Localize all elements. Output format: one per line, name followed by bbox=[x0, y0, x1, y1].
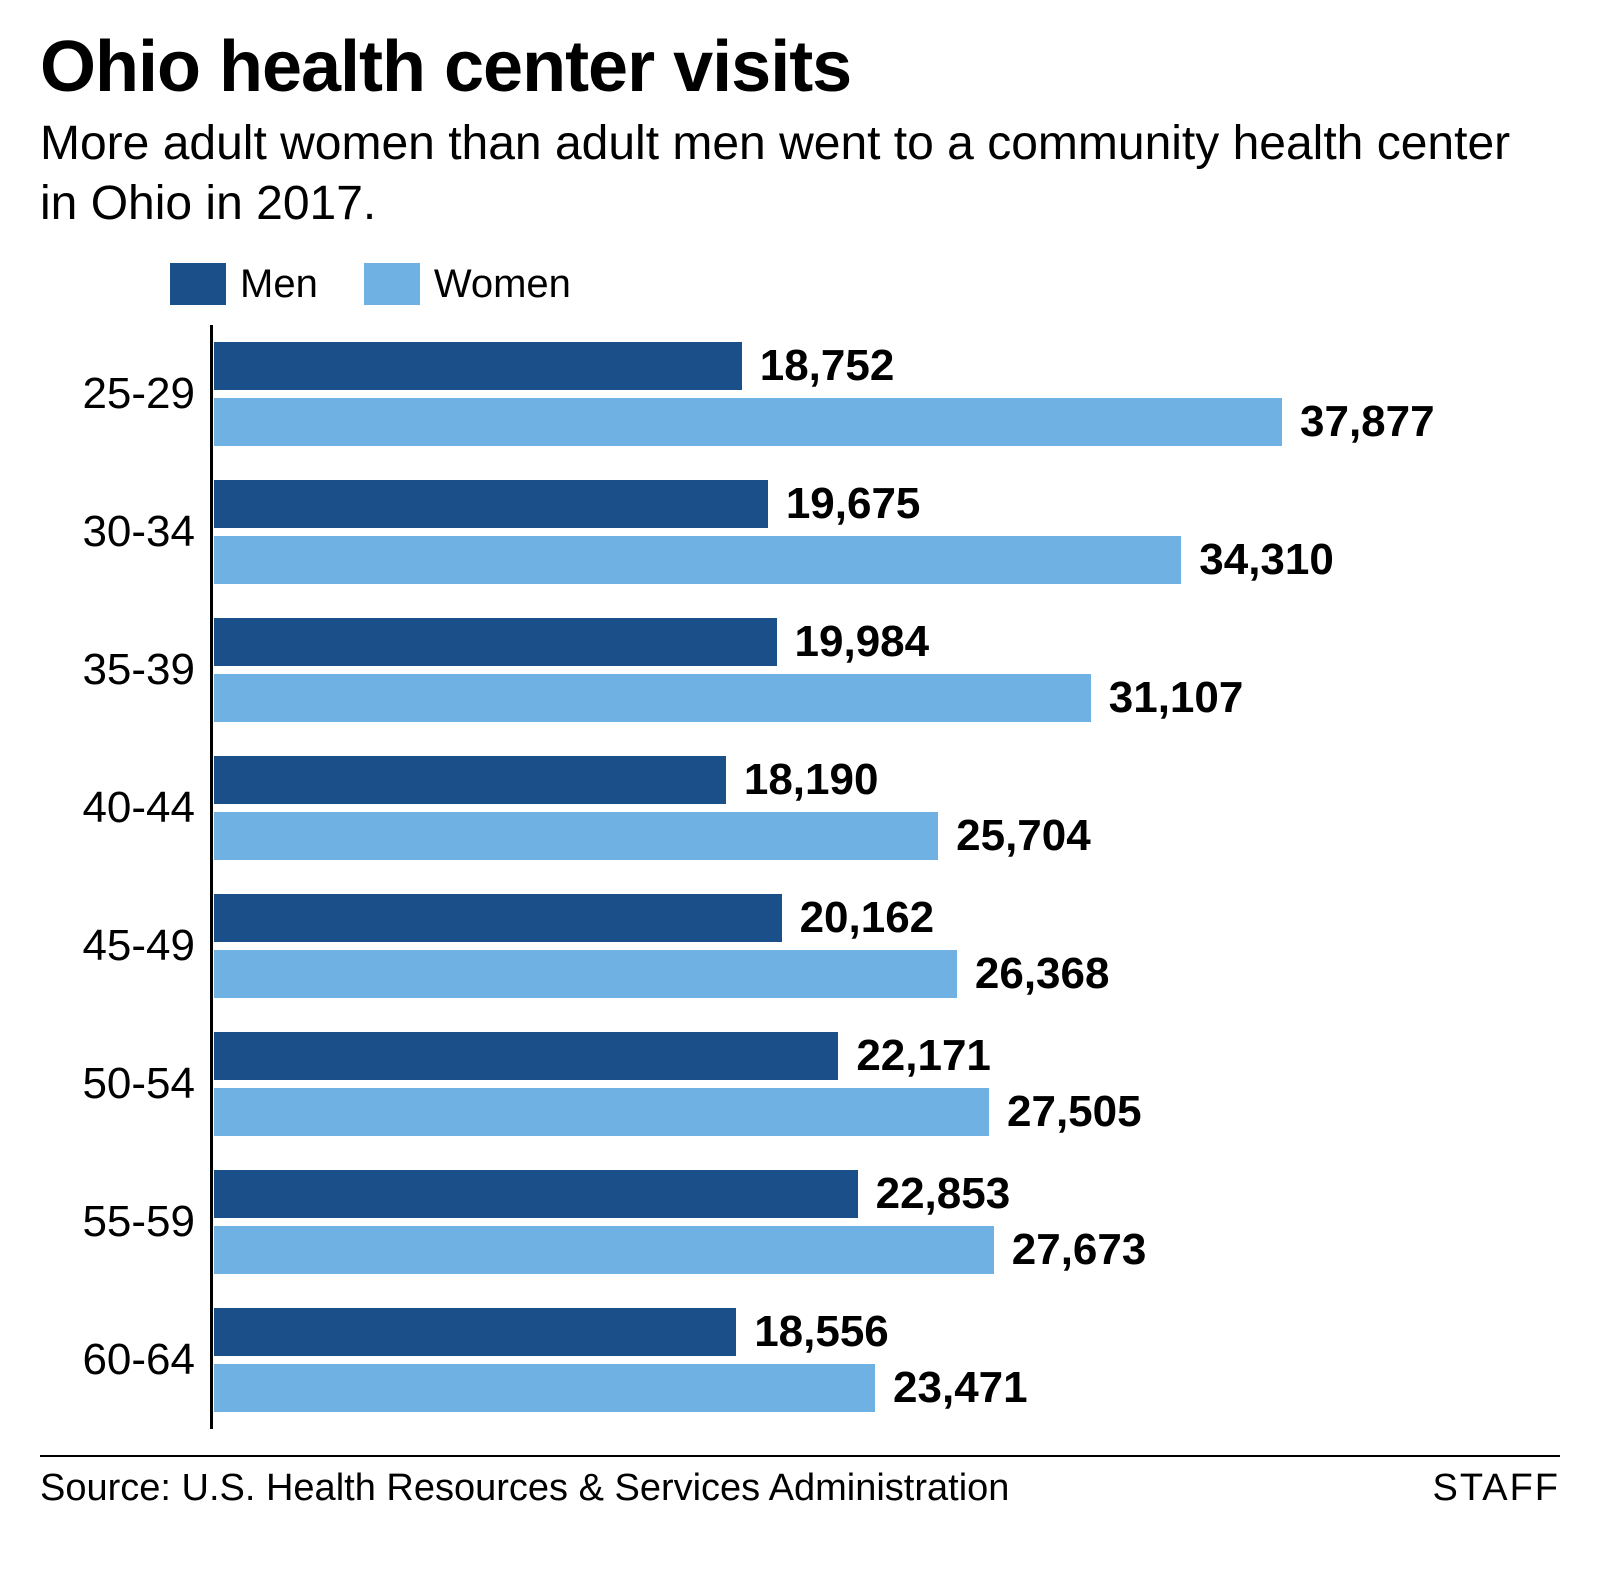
category-label: 35-39 bbox=[40, 645, 195, 695]
bar-value-label: 19,984 bbox=[777, 617, 930, 667]
bar-value-label: 20,162 bbox=[782, 893, 935, 943]
bar-group: 60-6418,55623,471 bbox=[210, 1291, 1540, 1429]
bar: 26,368 bbox=[213, 949, 958, 999]
bar-group: 25-2918,75237,877 bbox=[210, 325, 1540, 463]
bar: 27,673 bbox=[213, 1225, 995, 1275]
bar: 23,471 bbox=[213, 1363, 876, 1413]
legend-item: Women bbox=[364, 262, 571, 307]
bar-group: 55-5922,85327,673 bbox=[210, 1153, 1540, 1291]
bar: 22,171 bbox=[213, 1031, 839, 1081]
legend: Men Women bbox=[170, 262, 1560, 307]
category-label: 60-64 bbox=[40, 1335, 195, 1385]
bar-value-label: 23,471 bbox=[875, 1363, 1028, 1413]
bar-row: 23,471 bbox=[210, 1363, 1540, 1413]
bar-group: 40-4418,19025,704 bbox=[210, 739, 1540, 877]
bar-row: 31,107 bbox=[210, 673, 1540, 723]
category-label: 55-59 bbox=[40, 1197, 195, 1247]
category-label: 40-44 bbox=[40, 783, 195, 833]
bar: 27,505 bbox=[213, 1087, 990, 1137]
bar: 31,107 bbox=[213, 673, 1092, 723]
bar-row: 22,171 bbox=[210, 1031, 1540, 1081]
chart-subtitle: More adult women than adult men went to … bbox=[40, 114, 1560, 234]
bar-value-label: 34,310 bbox=[1181, 535, 1334, 585]
bar: 19,984 bbox=[213, 617, 778, 667]
bar: 25,704 bbox=[213, 811, 939, 861]
category-label: 50-54 bbox=[40, 1059, 195, 1109]
bar-row: 18,190 bbox=[210, 755, 1540, 805]
bar-row: 19,984 bbox=[210, 617, 1540, 667]
bar: 37,877 bbox=[213, 397, 1283, 447]
bar-value-label: 18,190 bbox=[726, 755, 879, 805]
bar: 18,752 bbox=[213, 341, 743, 391]
bar-value-label: 37,877 bbox=[1282, 397, 1435, 447]
bar-row: 26,368 bbox=[210, 949, 1540, 999]
bar-group: 45-4920,16226,368 bbox=[210, 877, 1540, 1015]
legend-label: Women bbox=[434, 262, 571, 307]
legend-item: Men bbox=[170, 262, 318, 307]
bar: 19,675 bbox=[213, 479, 769, 529]
bar-row: 22,853 bbox=[210, 1169, 1540, 1219]
bar-group: 50-5422,17127,505 bbox=[210, 1015, 1540, 1153]
bar-value-label: 25,704 bbox=[938, 811, 1091, 861]
bar: 18,190 bbox=[213, 755, 727, 805]
source-text: Source: U.S. Health Resources & Services… bbox=[40, 1467, 1009, 1510]
bar-row: 20,162 bbox=[210, 893, 1540, 943]
category-label: 25-29 bbox=[40, 369, 195, 419]
legend-swatch bbox=[170, 263, 226, 305]
legend-label: Men bbox=[240, 262, 318, 307]
bar: 20,162 bbox=[213, 893, 783, 943]
bar-row: 25,704 bbox=[210, 811, 1540, 861]
bar-row: 37,877 bbox=[210, 397, 1540, 447]
legend-swatch bbox=[364, 263, 420, 305]
bar: 18,556 bbox=[213, 1307, 737, 1357]
bar-row: 18,752 bbox=[210, 341, 1540, 391]
category-label: 30-34 bbox=[40, 507, 195, 557]
bar: 22,853 bbox=[213, 1169, 859, 1219]
bar-value-label: 22,171 bbox=[838, 1031, 991, 1081]
bar-group: 30-3419,67534,310 bbox=[210, 463, 1540, 601]
chart-title: Ohio health center visits bbox=[40, 30, 1560, 106]
bar-chart: 25-2918,75237,87730-3419,67534,31035-391… bbox=[210, 325, 1540, 1429]
bar-value-label: 26,368 bbox=[957, 949, 1110, 999]
bar-row: 19,675 bbox=[210, 479, 1540, 529]
bar-row: 18,556 bbox=[210, 1307, 1540, 1357]
bar-value-label: 22,853 bbox=[858, 1169, 1011, 1219]
bar-value-label: 31,107 bbox=[1091, 673, 1244, 723]
credit-text: STAFF bbox=[1432, 1467, 1560, 1510]
bar-row: 27,505 bbox=[210, 1087, 1540, 1137]
bar-row: 34,310 bbox=[210, 535, 1540, 585]
category-label: 45-49 bbox=[40, 921, 195, 971]
chart-footer: Source: U.S. Health Resources & Services… bbox=[40, 1455, 1560, 1510]
bar-value-label: 27,673 bbox=[994, 1225, 1147, 1275]
bar-row: 27,673 bbox=[210, 1225, 1540, 1275]
bar: 34,310 bbox=[213, 535, 1182, 585]
bar-value-label: 27,505 bbox=[989, 1087, 1142, 1137]
bar-group: 35-3919,98431,107 bbox=[210, 601, 1540, 739]
bar-value-label: 19,675 bbox=[768, 479, 921, 529]
bar-value-label: 18,556 bbox=[736, 1307, 889, 1357]
bar-value-label: 18,752 bbox=[742, 341, 895, 391]
